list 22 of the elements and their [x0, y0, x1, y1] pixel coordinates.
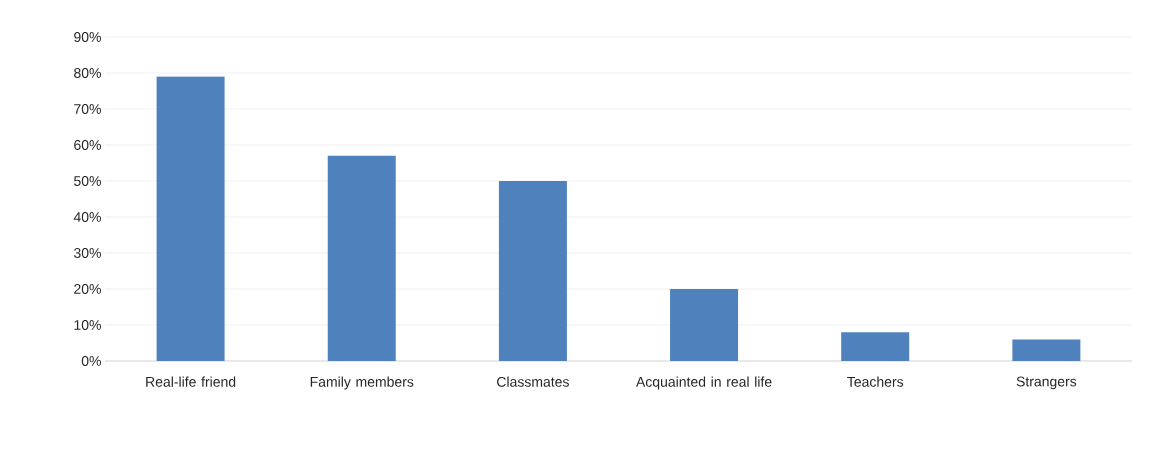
y-tick-label: 50%	[74, 176, 101, 186]
y-tick-label: 30%	[74, 248, 101, 258]
x-tick-label: Family members	[310, 376, 414, 390]
y-tick-label: 60%	[74, 140, 101, 150]
y-tick-label: 0%	[81, 356, 101, 366]
x-tick-label: Classmates	[497, 376, 569, 387]
bar	[156, 76, 225, 361]
x-tick-label: Acquainted in real life	[636, 376, 772, 390]
x-tick-label: Strangers	[1016, 376, 1077, 390]
bar	[841, 332, 910, 361]
y-tick-label: 20%	[74, 284, 101, 294]
y-tick-label: 80%	[74, 68, 101, 78]
x-tick-label: Real-life friend	[146, 376, 236, 387]
y-tick-label: 40%	[73, 212, 101, 222]
bar	[1012, 339, 1081, 361]
y-tick-label: 70%	[74, 104, 101, 114]
x-tick-label: Teachers	[847, 376, 904, 387]
y-tick-label: 90%	[74, 32, 101, 42]
y-tick-label: 10%	[74, 320, 101, 330]
bar	[670, 288, 739, 361]
bar	[498, 180, 567, 361]
bar	[327, 155, 396, 361]
